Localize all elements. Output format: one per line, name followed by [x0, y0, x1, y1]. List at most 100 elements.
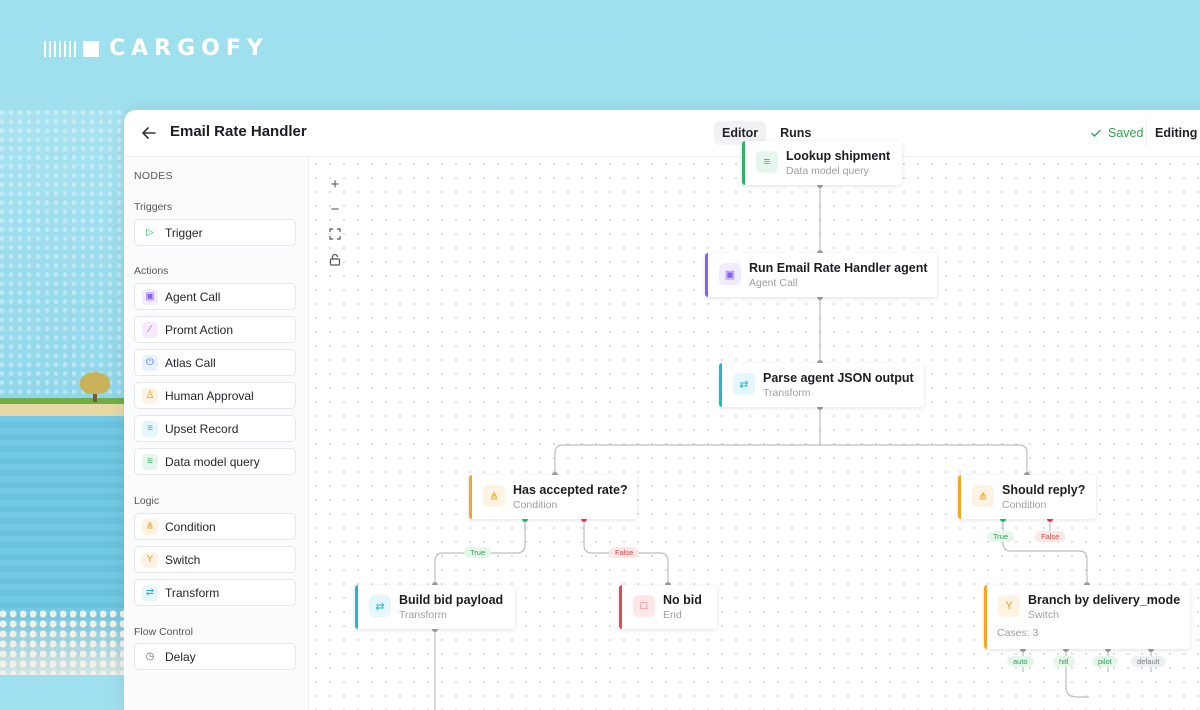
- edge-label-auto: auto: [1007, 656, 1034, 667]
- palette-item-label: Data model query: [165, 454, 260, 469]
- lock-open-icon: [329, 253, 341, 266]
- palette-item-label: Promt Action: [165, 322, 234, 337]
- save-status-label: Saved: [1108, 126, 1144, 140]
- palette-item-agent-call[interactable]: ▣ Agent Call: [134, 283, 296, 310]
- database-icon: ≡: [142, 420, 158, 437]
- palette-heading: NODES: [134, 170, 173, 182]
- switch-icon: Y: [998, 595, 1020, 617]
- mode-label: Editing: [1155, 126, 1198, 140]
- node-type: Data model query: [786, 165, 869, 177]
- node-build-bid-payload[interactable]: ⇄ Build bid payload Transform: [355, 585, 515, 629]
- node-has-accepted-rate[interactable]: ⋔ Has accepted rate? Condition: [469, 475, 637, 519]
- clock-icon: ◷: [145, 651, 155, 662]
- palette-item-label: Condition: [165, 519, 216, 534]
- node-title: Branch by delivery_mode: [1028, 593, 1181, 607]
- palette-item-label: Transform: [165, 585, 220, 600]
- edge-label-default: default: [1131, 656, 1166, 667]
- edge-label-true: True: [987, 531, 1015, 542]
- wand-icon: ⁄: [142, 321, 158, 338]
- robot-icon: ▣: [142, 288, 158, 305]
- branch-icon: ⋔: [972, 485, 994, 507]
- person-icon: ♙: [142, 387, 158, 404]
- node-title: Parse agent JSON output: [763, 371, 914, 385]
- fit-view-button[interactable]: [323, 223, 347, 245]
- node-branch-delivery-mode[interactable]: Y Branch by delivery_mode Switch Cases: …: [984, 585, 1190, 649]
- node-type: Condition: [513, 499, 558, 511]
- brand-name: CARGOFY: [109, 36, 269, 61]
- node-parse-output[interactable]: ⇄ Parse agent JSON output Transform: [719, 363, 924, 407]
- palette-item-switch[interactable]: Y Switch: [134, 546, 296, 573]
- app-window: Email Rate Handler Editor Runs Saved Edi…: [124, 110, 1200, 710]
- palette-item-label: Delay: [165, 649, 196, 664]
- page-title: Email Rate Handler: [170, 123, 307, 140]
- group-label-triggers: Triggers: [134, 201, 173, 213]
- database-icon: ≡: [142, 453, 158, 470]
- palette-item-prompt-action[interactable]: ⁄ Promt Action: [134, 316, 296, 343]
- brand-logo: CARGOFY: [44, 36, 269, 61]
- view-tabs: Editor Runs: [714, 121, 819, 145]
- arrows-icon: ⇄: [142, 584, 158, 601]
- edge-label-false: False: [1035, 531, 1066, 542]
- check-icon: [1091, 129, 1101, 137]
- node-title: Has accepted rate?: [513, 483, 628, 497]
- group-label-flow-control: Flow Control: [134, 626, 193, 638]
- play-icon: ▷: [146, 227, 154, 238]
- node-type: Transform: [399, 609, 447, 621]
- stop-icon: □: [633, 595, 655, 617]
- palette-item-data-model-query[interactable]: ≡ Data model query: [134, 448, 296, 475]
- node-type: Agent Call: [749, 277, 798, 289]
- node-lookup-shipment[interactable]: ≡ Lookup shipment Data model query: [742, 141, 902, 185]
- tab-runs[interactable]: Runs: [780, 126, 812, 140]
- arrows-icon: ⇄: [369, 595, 391, 617]
- arrows-icon: ⇄: [733, 373, 755, 395]
- edge-hitl-down: [1065, 672, 1089, 698]
- workflow-canvas[interactable]: + − ≡ Lookup shipment Data model query ▣…: [309, 141, 1200, 710]
- node-title: Lookup shipment: [786, 149, 891, 163]
- edge-parse-conditions: [554, 407, 1028, 475]
- palette-item-human-approval[interactable]: ♙ Human Approval: [134, 382, 296, 409]
- node-title: Should reply?: [1002, 483, 1086, 497]
- switch-icon: Y: [142, 551, 158, 568]
- node-case-count: Cases: 3: [997, 627, 1039, 639]
- node-type: End: [663, 609, 682, 621]
- arrow-left-icon: [142, 127, 156, 139]
- node-run-agent[interactable]: ▣ Run Email Rate Handler agent Agent Cal…: [705, 253, 937, 297]
- palette-item-transform[interactable]: ⇄ Transform: [134, 579, 296, 606]
- zoom-controls: + −: [323, 173, 347, 270]
- node-type: Switch: [1028, 609, 1059, 621]
- palette-item-label: Switch: [165, 552, 201, 567]
- palette-item-delay[interactable]: ◷ Delay: [134, 643, 296, 670]
- palette-item-label: Atlas Call: [165, 355, 216, 370]
- node-title: Build bid payload: [399, 593, 504, 607]
- save-status: Saved: [1090, 126, 1143, 140]
- node-no-bid[interactable]: □ No bid End: [619, 585, 717, 629]
- zoom-out-button[interactable]: −: [330, 200, 340, 218]
- robot-icon: ▣: [719, 263, 741, 285]
- background-scene: [0, 110, 124, 675]
- palette-item-upset-record[interactable]: ≡ Upset Record: [134, 415, 296, 442]
- edge-label-false: False: [609, 547, 640, 558]
- node-title: No bid: [663, 593, 702, 607]
- back-button[interactable]: [140, 124, 158, 142]
- palette-item-label: Agent Call: [165, 289, 221, 304]
- branch-icon: ⋔: [142, 518, 158, 535]
- palette-item-atlas-call[interactable]: ⏻ Atlas Call: [134, 349, 296, 376]
- node-type: Condition: [1002, 499, 1047, 511]
- node-title: Run Email Rate Handler agent: [749, 261, 928, 275]
- node-palette: NODES Triggers ▷ Trigger Actions ▣ Agent…: [124, 157, 309, 710]
- palette-item-condition[interactable]: ⋔ Condition: [134, 513, 296, 540]
- edge-label-pilot: pilot: [1092, 656, 1118, 667]
- mode-dropdown[interactable]: Editing ▾: [1146, 119, 1200, 146]
- plug-icon: ⏻: [142, 354, 158, 371]
- palette-item-trigger[interactable]: ▷ Trigger: [134, 219, 296, 246]
- edge-label-hitl: hitl: [1053, 656, 1075, 667]
- group-label-actions: Actions: [134, 265, 169, 277]
- zoom-in-button[interactable]: +: [330, 175, 340, 193]
- palette-item-label: Upset Record: [165, 421, 239, 436]
- node-should-reply[interactable]: ⋔ Should reply? Condition: [958, 475, 1096, 519]
- logo-mark-icon: [44, 40, 99, 58]
- lock-button[interactable]: [323, 248, 347, 270]
- top-bar: Email Rate Handler Editor Runs Saved Edi…: [124, 110, 1200, 157]
- fit-view-icon: [329, 228, 341, 240]
- edge-label-true: True: [464, 547, 492, 558]
